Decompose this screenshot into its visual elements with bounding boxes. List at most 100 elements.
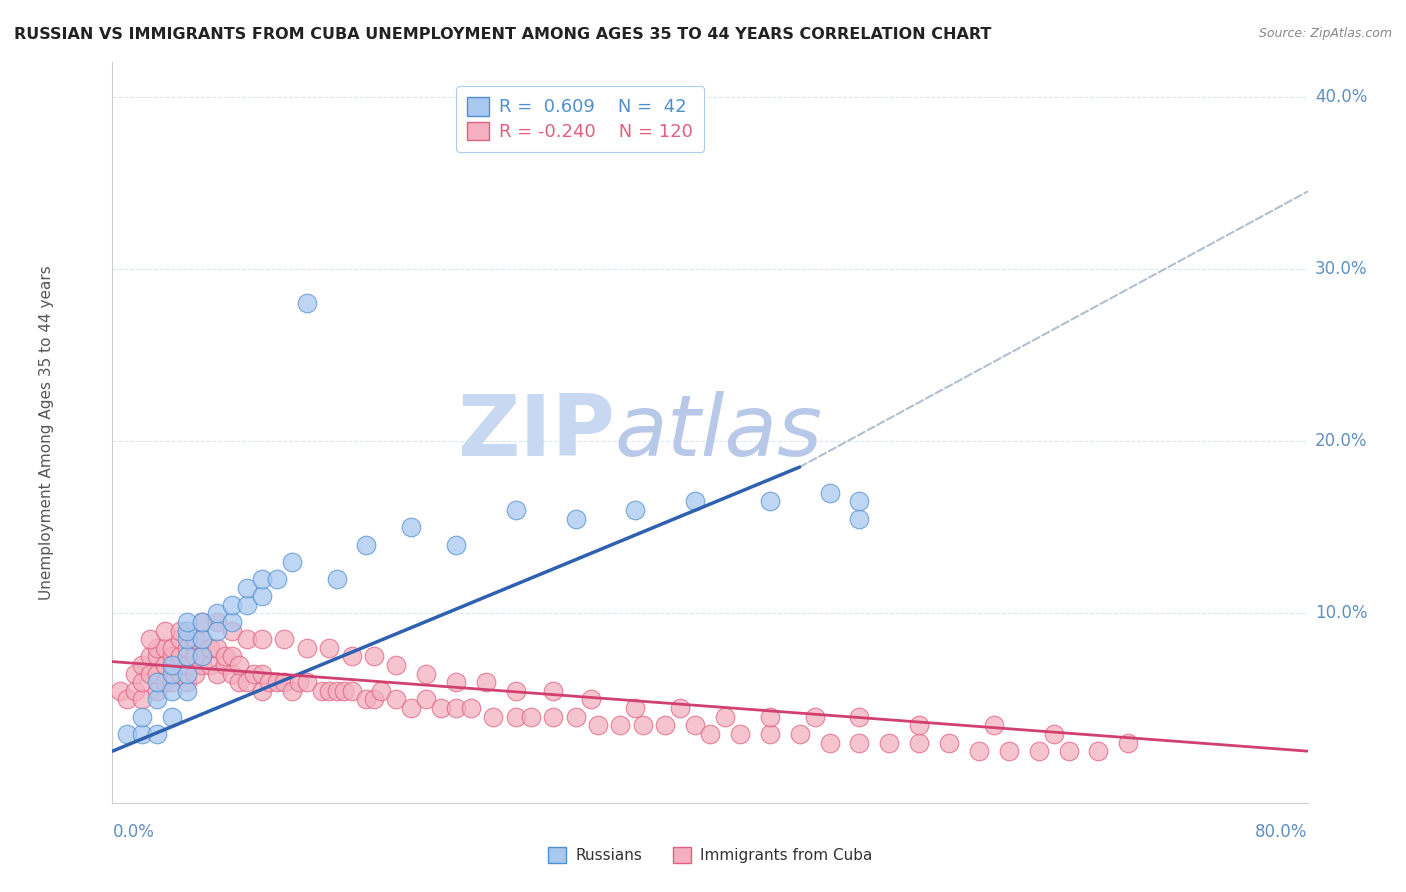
Point [340,684,363,698]
Point [273,675,295,690]
Point [401,520,423,534]
Point [153,675,176,690]
Point [153,640,176,655]
Point [266,675,288,690]
Text: atlas: atlas [614,391,823,475]
Point [325,684,347,698]
Point [460,701,482,715]
Point [198,658,221,673]
Text: ZIP: ZIP [457,391,614,475]
Point [131,658,153,673]
Point [475,675,498,690]
Point [153,658,176,673]
Point [356,537,378,551]
Point [146,675,169,690]
Point [624,701,647,715]
Point [176,640,198,655]
Point [288,675,311,690]
Point [370,684,392,698]
Point [243,666,266,681]
Point [191,632,214,647]
Point [183,632,205,647]
Point [146,692,169,706]
Point [191,649,214,664]
Point [803,709,825,723]
Point [848,512,870,526]
Point [295,675,318,690]
Point [983,718,1005,732]
Point [1087,744,1109,758]
Point [281,555,304,569]
Point [169,666,191,681]
Point [214,658,236,673]
Point [169,649,191,664]
Point [848,709,870,723]
Point [221,666,243,681]
Point [191,658,214,673]
Point [221,598,243,612]
Point [176,632,198,647]
Text: 80.0%: 80.0% [1256,823,1308,841]
Point [631,718,654,732]
Point [699,727,721,741]
Point [318,640,340,655]
Point [176,649,198,664]
Point [938,735,960,749]
Point [146,684,169,698]
Point [221,615,243,629]
Point [169,632,191,647]
Point [654,718,676,732]
Point [117,727,139,741]
Point [759,727,782,741]
Point [176,684,198,698]
Text: 40.0%: 40.0% [1315,88,1368,106]
Point [311,684,333,698]
Point [520,709,543,723]
Point [162,658,183,673]
Point [281,684,304,698]
Point [236,581,259,595]
Point [714,709,737,723]
Point [609,718,631,732]
Text: Source: ZipAtlas.com: Source: ZipAtlas.com [1258,27,1392,40]
Point [108,684,131,698]
Point [205,607,228,621]
Text: 20.0%: 20.0% [1315,433,1368,450]
Point [586,718,609,732]
Point [789,727,811,741]
Text: 10.0%: 10.0% [1315,605,1368,623]
Point [131,692,153,706]
Point [273,632,295,647]
Point [131,727,153,741]
Point [131,709,153,723]
Point [183,649,205,664]
Point [1042,727,1064,741]
Point [169,624,191,638]
Point [205,666,228,681]
Point [176,615,198,629]
Point [325,572,347,586]
Point [146,727,169,741]
Point [444,675,467,690]
Point [1057,744,1080,758]
Point [191,615,214,629]
Point [333,684,356,698]
Point [176,658,198,673]
Point [162,666,183,681]
Point [908,718,931,732]
Point [541,684,564,698]
Point [153,624,176,638]
Point [139,632,162,647]
Point [728,727,751,741]
Point [205,615,228,629]
Point [236,632,259,647]
Point [444,701,467,715]
Point [259,675,281,690]
Point [318,684,340,698]
Point [131,675,153,690]
Point [176,675,198,690]
Point [176,624,198,638]
Point [759,494,782,508]
Point [879,735,901,749]
Point [385,692,408,706]
